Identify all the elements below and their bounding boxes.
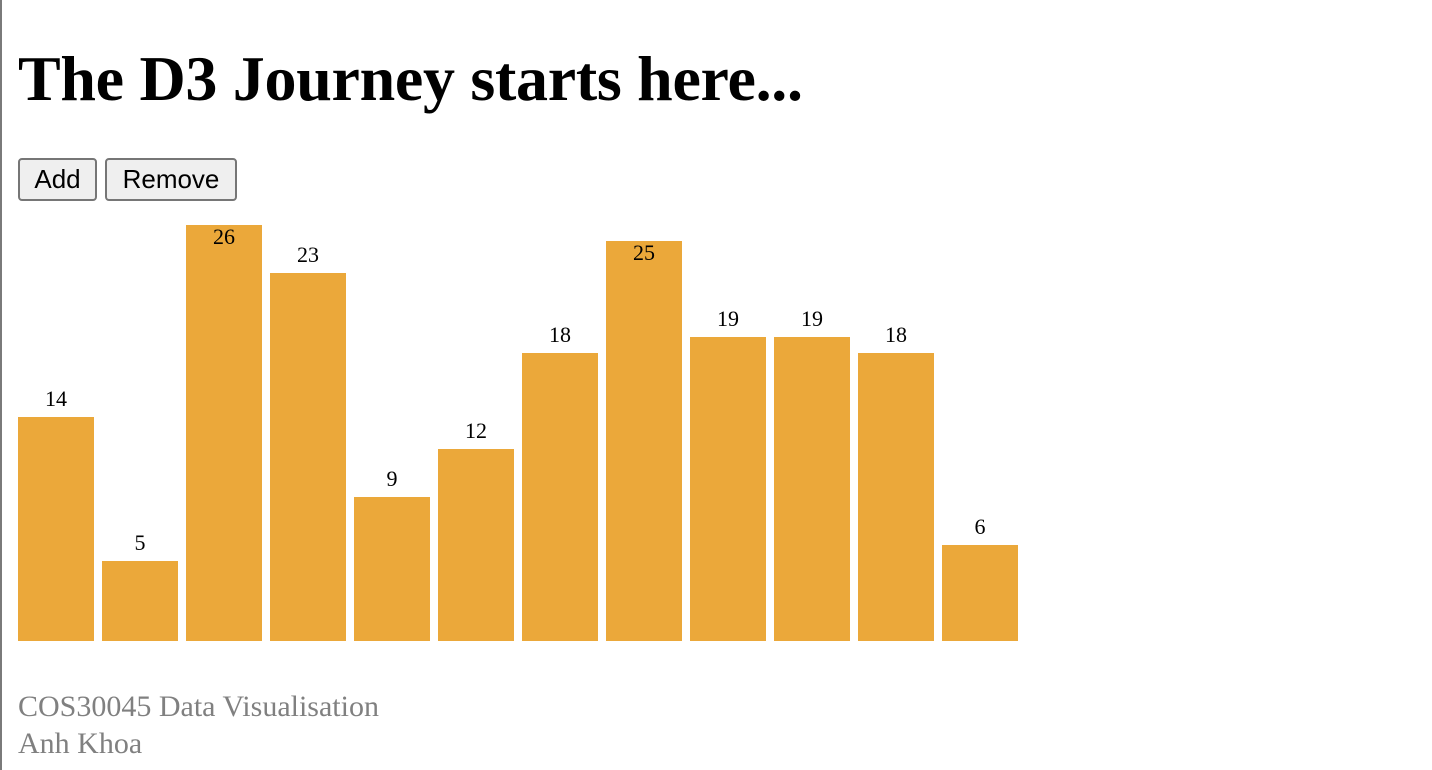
bar-label-3: 23 (297, 242, 319, 267)
bar-label-8: 19 (717, 306, 739, 331)
bar-6 (522, 353, 598, 641)
bar-chart: 14 5 26 23 9 12 18 25 19 19 18 6 (18, 224, 1018, 641)
add-button[interactable]: Add (18, 158, 97, 201)
footer: COS30045 Data Visualisation Anh Khoa (18, 688, 379, 762)
remove-button[interactable]: Remove (105, 158, 237, 201)
bar-label-6: 18 (549, 322, 571, 347)
bar-label-10: 18 (885, 322, 907, 347)
bar-label-0: 14 (45, 386, 67, 411)
bar-2 (186, 225, 262, 641)
page-title: The D3 Journey starts here... (18, 43, 803, 114)
bar-label-9: 19 (801, 306, 823, 331)
bar-3 (270, 273, 346, 641)
bar-9 (774, 337, 850, 641)
bar-7 (606, 241, 682, 641)
footer-course: COS30045 Data Visualisation (18, 690, 379, 723)
bar-label-4: 9 (387, 466, 398, 491)
footer-author: Anh Khoa (18, 727, 143, 760)
bar-0 (18, 417, 94, 641)
bar-label-11: 6 (975, 514, 986, 539)
bar-1 (102, 561, 178, 641)
bar-label-1: 5 (135, 530, 146, 555)
bar-11 (942, 545, 1018, 641)
bar-8 (690, 337, 766, 641)
bar-label-2: 26 (213, 224, 235, 249)
bar-label-5: 12 (465, 418, 487, 443)
left-border-line (0, 0, 2, 770)
bar-5 (438, 449, 514, 641)
bar-label-7: 25 (633, 240, 655, 265)
bar-4 (354, 497, 430, 641)
bar-10 (858, 353, 934, 641)
